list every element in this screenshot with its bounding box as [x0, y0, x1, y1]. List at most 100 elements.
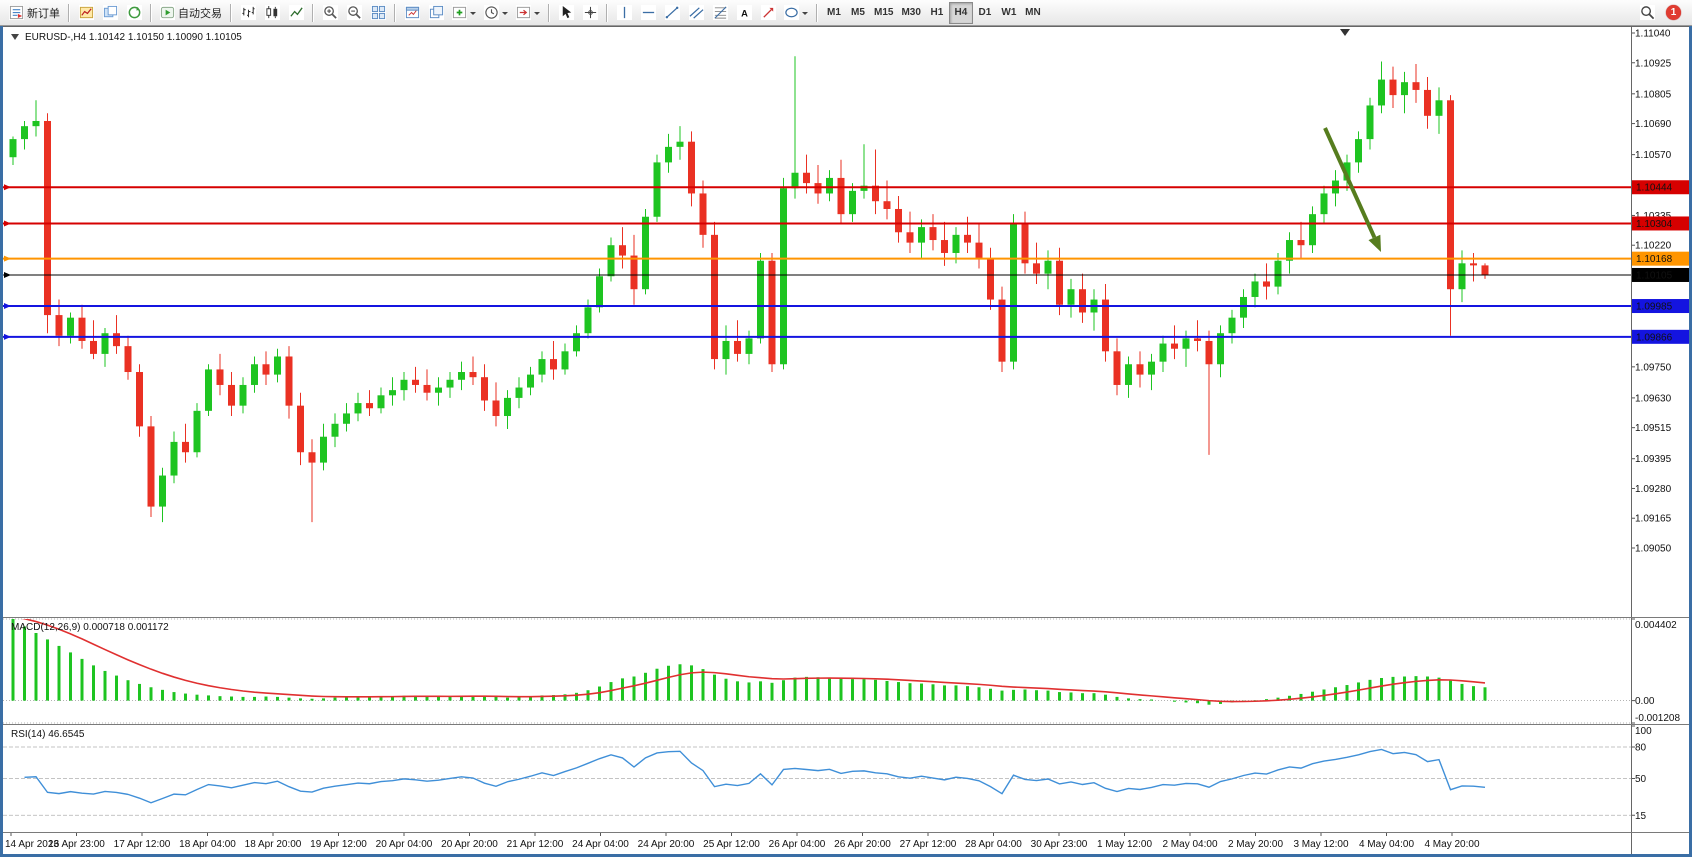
tf-h1-button[interactable]: H1	[925, 2, 949, 24]
candle-down	[1102, 299, 1109, 352]
candle-up	[584, 307, 592, 334]
arrange-windows-button[interactable]	[400, 2, 424, 24]
shift-icon	[516, 5, 531, 20]
fibonacci-tool-button[interactable]	[708, 2, 732, 24]
arrange2-icon	[428, 5, 444, 20]
candle-down	[1481, 265, 1489, 275]
search-button[interactable]	[1635, 2, 1659, 24]
cursor-icon	[558, 5, 574, 20]
price-axis-label: 1.09630	[1635, 393, 1672, 404]
candle-down	[1171, 343, 1178, 349]
chart-canvas[interactable]: 1.11040 1.10925 1.10805 1.10690 1.10570 1.104…	[3, 26, 1689, 854]
candle-down	[297, 405, 304, 453]
refresh-button[interactable]	[122, 2, 146, 24]
crosshair-tool-button[interactable]	[578, 2, 602, 24]
fibo-icon	[712, 5, 728, 20]
candle-up	[159, 475, 166, 507]
candle-down	[987, 258, 994, 300]
candle-down	[228, 384, 235, 406]
new-chart-icon	[78, 5, 94, 20]
arrange1-icon	[404, 5, 420, 20]
tf-m15-button-label: M15	[874, 7, 894, 18]
price-axis[interactable]	[1632, 26, 1689, 832]
tf-mn-button[interactable]: MN	[1021, 2, 1045, 24]
candle-down	[929, 227, 937, 241]
cascade-windows-button[interactable]	[424, 2, 448, 24]
candle-up	[780, 188, 787, 365]
candle-up	[573, 333, 580, 352]
price-axis-label: 1.09050	[1635, 544, 1672, 555]
toolbar-separator	[150, 3, 152, 22]
autotrading-button[interactable]: 自动交易	[156, 2, 226, 24]
candle-up	[251, 364, 258, 385]
new-chart-button[interactable]	[74, 2, 98, 24]
candle-down	[262, 364, 270, 375]
candle-down	[90, 340, 97, 354]
candle-up	[9, 139, 17, 158]
notification-badge[interactable]: 1	[1666, 5, 1681, 20]
candle-down	[492, 400, 500, 417]
cursor-tool-button[interactable]	[554, 2, 578, 24]
trendline-tool-button[interactable]	[660, 2, 684, 24]
add-indicator-button[interactable]	[448, 2, 480, 24]
periods-button[interactable]	[480, 2, 512, 24]
zoom-in-button[interactable]	[318, 2, 342, 24]
horizontal-line-tool-button[interactable]	[636, 2, 660, 24]
vertical-line-tool-button[interactable]	[612, 2, 636, 24]
tf-w1-button[interactable]: W1	[997, 2, 1021, 24]
tf-h4-button[interactable]: H4	[948, 1, 973, 24]
bars-icon	[240, 5, 256, 20]
time-axis[interactable]	[3, 833, 1689, 854]
tf-mn-button-label: MN	[1025, 7, 1041, 18]
new-order-button[interactable]: 新订单	[5, 2, 64, 24]
macd-axis-label: 0.00	[1635, 696, 1655, 707]
tf-m30-button[interactable]: M30	[897, 2, 924, 24]
candle-down	[44, 120, 51, 316]
candle-up	[170, 441, 178, 476]
tf-m5-button[interactable]: M5	[846, 2, 870, 24]
price-badge-label: 1.10105	[1636, 270, 1673, 281]
tf-d1-button[interactable]: D1	[973, 2, 997, 24]
line-anchor-icon	[4, 271, 11, 278]
candle-down	[366, 403, 373, 409]
candle-up	[1228, 317, 1236, 334]
candle-up	[377, 395, 385, 409]
toolbar: 新订单 自动交易 A M1 M5 M15 M30 H1 H4 D1 W1 MN 1	[0, 0, 1692, 26]
trend-arrow-annotation[interactable]	[1323, 127, 1377, 239]
bar-chart-button[interactable]	[236, 2, 260, 24]
candle-up	[665, 146, 672, 163]
tile-windows-button[interactable]	[366, 2, 390, 24]
line-chart-button[interactable]	[284, 2, 308, 24]
macd-axis-label: -0.001208	[1635, 713, 1680, 724]
zoom-out-icon	[346, 5, 362, 20]
templates-button[interactable]	[512, 2, 544, 24]
candle-up	[1274, 260, 1282, 287]
profiles-button[interactable]	[98, 2, 122, 24]
line-anchor-icon	[4, 255, 11, 262]
candle-up	[1217, 333, 1224, 365]
refresh-icon	[126, 5, 142, 20]
zoom-out-button[interactable]	[342, 2, 366, 24]
shapes-tool-button[interactable]	[780, 2, 812, 24]
channel-tool-button[interactable]	[684, 2, 708, 24]
one-click-trading-toggle[interactable]	[11, 34, 19, 40]
tf-m15-button[interactable]: M15	[870, 2, 897, 24]
candle-down	[55, 315, 63, 336]
add-icon	[452, 5, 467, 20]
arrow-object-button[interactable]	[756, 2, 780, 24]
tf-h4-button-label: H4	[954, 7, 968, 18]
candle-up	[722, 340, 730, 360]
candle-up	[389, 390, 396, 396]
candle-up	[504, 397, 511, 417]
text-tool-button[interactable]: A	[732, 2, 756, 24]
candle-down	[78, 317, 86, 341]
time-axis-label: 30 Apr 23:00	[1031, 839, 1088, 850]
time-axis-label: 18 Apr 04:00	[179, 839, 236, 850]
tf-m1-button[interactable]: M1	[822, 2, 846, 24]
chart-shift-marker-icon[interactable]	[1340, 29, 1350, 36]
candle-up	[1366, 105, 1374, 140]
candlestick-chart-button[interactable]	[260, 2, 284, 24]
new-order-button-label: 新订单	[27, 7, 60, 20]
arrowobj-icon	[760, 5, 776, 20]
